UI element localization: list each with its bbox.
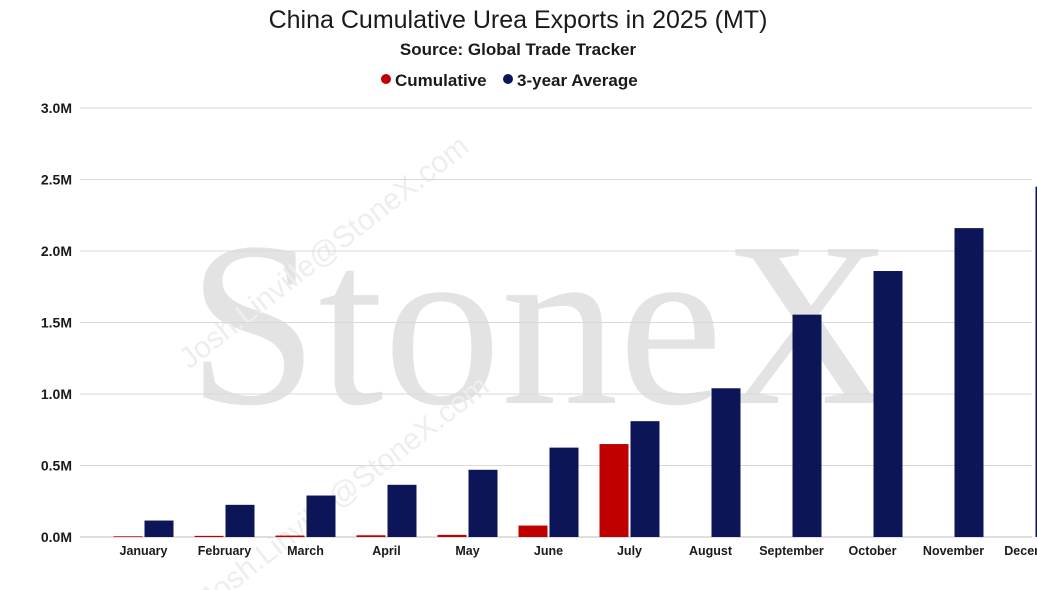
bar-cumulative-january [113, 536, 143, 537]
x-tick-label: October [849, 544, 897, 558]
x-tick-label: September [759, 544, 824, 558]
y-axis: 0.0M 0.5M 1.0M 1.5M 2.0M 2.5M 3.0M [41, 100, 72, 545]
bar-3-year-average-july [630, 421, 660, 537]
bar-3-year-average-september [792, 314, 822, 537]
x-tick-label: December [1004, 544, 1037, 558]
legend: Cumulative 3-year Average [381, 71, 638, 90]
bar-3-year-average-june [549, 447, 579, 537]
legend-marker-3-year-average [503, 74, 513, 84]
x-tick-label: August [689, 544, 733, 558]
x-tick-label: April [372, 544, 400, 558]
y-tick-label: 1.5M [41, 315, 72, 331]
watermark-brand: StoneX [188, 194, 893, 454]
bar-cumulative-march [275, 535, 305, 537]
legend-marker-cumulative [381, 74, 391, 84]
watermark: StoneX Josh.Linville@StoneX.com Josh.Lin… [173, 130, 892, 590]
x-tick-label: May [455, 544, 479, 558]
y-tick-label: 0.0M [41, 529, 72, 545]
y-tick-label: 1.0M [41, 386, 72, 402]
chart-title: China Cumulative Urea Exports in 2025 (M… [269, 6, 768, 34]
y-tick-label: 3.0M [41, 100, 72, 116]
bar-cumulative-july [599, 444, 629, 537]
bar-3-year-average-october [873, 271, 903, 537]
x-tick-label: January [120, 544, 168, 558]
bar-cumulative-february [194, 535, 224, 537]
x-tick-label: June [534, 544, 563, 558]
bar-3-year-average-february [225, 504, 255, 537]
x-axis: January February March April May June July Augu… [120, 544, 1037, 558]
x-tick-label: July [617, 544, 642, 558]
bar-cumulative-may [437, 534, 467, 537]
y-tick-label: 2.5M [41, 172, 72, 188]
bar-3-year-average-may [468, 469, 498, 537]
bar-cumulative-april [356, 535, 386, 537]
bars [113, 186, 1037, 537]
bar-3-year-average-august [711, 388, 741, 537]
bar-cumulative-june [518, 525, 548, 537]
bar-3-year-average-january [144, 520, 174, 537]
bar-3-year-average-december [1035, 186, 1037, 537]
chart-subtitle: Source: Global Trade Tracker [400, 40, 637, 59]
x-tick-label: March [287, 544, 324, 558]
bar-3-year-average-november [954, 228, 984, 537]
y-tick-label: 2.0M [41, 243, 72, 259]
x-tick-label: November [923, 544, 984, 558]
legend-label-cumulative: Cumulative [395, 71, 487, 90]
legend-label-3-year-average: 3-year Average [517, 71, 638, 90]
x-tick-label: February [198, 544, 252, 558]
y-tick-label: 0.5M [41, 458, 72, 474]
bar-3-year-average-march [306, 495, 336, 537]
bar-3-year-average-april [387, 484, 417, 537]
